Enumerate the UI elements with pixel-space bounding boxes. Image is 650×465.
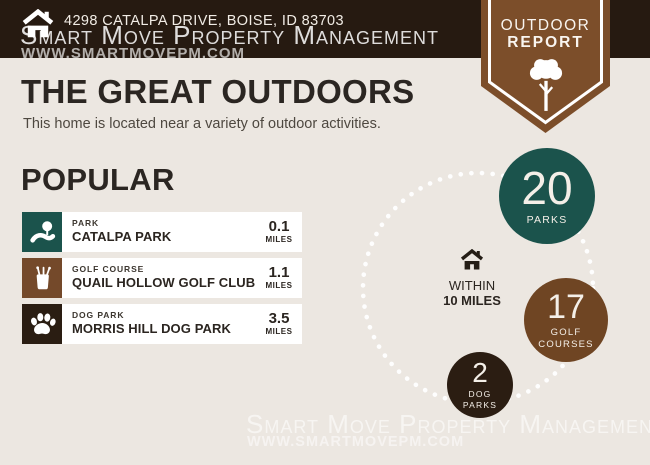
poi-category: DOG PARK bbox=[72, 310, 125, 320]
poi-distance-unit: MILES bbox=[265, 235, 293, 244]
list-item-park: PARK CATALPA PARK 0.1 MILES bbox=[22, 212, 302, 252]
house-icon bbox=[20, 8, 56, 43]
parks-label: PARKS bbox=[526, 213, 568, 226]
poi-distance: 1.1 bbox=[268, 264, 290, 281]
page-title: THE GREAT OUTDOORS bbox=[21, 73, 415, 110]
dog-parks-count: 2 bbox=[472, 357, 488, 389]
poi-distance: 3.5 bbox=[268, 310, 290, 327]
dog-parks-label: DOG PARKS bbox=[462, 389, 498, 410]
popular-list: PARK CATALPA PARK 0.1 MILES GOLF COURSE … bbox=[22, 212, 302, 350]
poi-category: GOLF COURSE bbox=[72, 264, 145, 274]
outdoor-report-badge: OUTDOOR REPORT bbox=[481, 0, 610, 133]
radius-center-label: WITHIN 10 MILES bbox=[430, 248, 514, 308]
within-label: WITHIN bbox=[448, 278, 496, 293]
tree-icon bbox=[525, 57, 567, 118]
paw-icon bbox=[22, 304, 62, 344]
poi-distance: 0.1 bbox=[268, 218, 290, 235]
footer-watermark-url: WWW.SMARTMOVEPM.COM bbox=[247, 434, 465, 450]
golf-courses-label: GOLF COURSES bbox=[538, 326, 594, 350]
badge-title-line1: OUTDOOR bbox=[500, 17, 591, 34]
poi-distance-unit: MILES bbox=[265, 327, 293, 336]
poi-name: MORRIS HILL DOG PARK bbox=[72, 321, 231, 336]
house-icon bbox=[460, 248, 484, 274]
footer-watermark-name: Smart Move Property Management bbox=[246, 409, 650, 439]
poi-name: CATALPA PARK bbox=[72, 229, 172, 244]
page-subtitle: This home is located near a variety of o… bbox=[23, 116, 381, 132]
list-item-dog-park: DOG PARK MORRIS HILL DOG PARK 3.5 MILES bbox=[22, 304, 302, 344]
header-watermark-name: Smart Move Property Management bbox=[20, 20, 440, 50]
radius-distance-label: 10 MILES bbox=[443, 293, 501, 308]
poi-distance-unit: MILES bbox=[265, 281, 293, 290]
poi-name: QUAIL HOLLOW GOLF CLUB bbox=[72, 275, 256, 290]
popular-heading: POPULAR bbox=[21, 162, 175, 197]
stat-bubble-parks: 20 PARKS bbox=[499, 148, 595, 244]
list-item-golf: GOLF COURSE QUAIL HOLLOW GOLF CLUB 1.1 M… bbox=[22, 258, 302, 298]
stat-bubble-golf-courses: 17 GOLF COURSES bbox=[524, 278, 608, 362]
property-address: 4298 CATALPA DRIVE, BOISE, ID 83703 bbox=[64, 13, 344, 29]
poi-category: PARK bbox=[72, 218, 100, 228]
badge-title-line2: REPORT bbox=[507, 34, 584, 51]
park-icon bbox=[22, 212, 62, 252]
parks-count: 20 bbox=[521, 161, 573, 214]
golf-courses-count: 17 bbox=[547, 287, 585, 326]
header-watermark-url: WWW.SMARTMOVEPM.COM bbox=[21, 45, 245, 58]
golf-bag-icon bbox=[22, 258, 62, 298]
